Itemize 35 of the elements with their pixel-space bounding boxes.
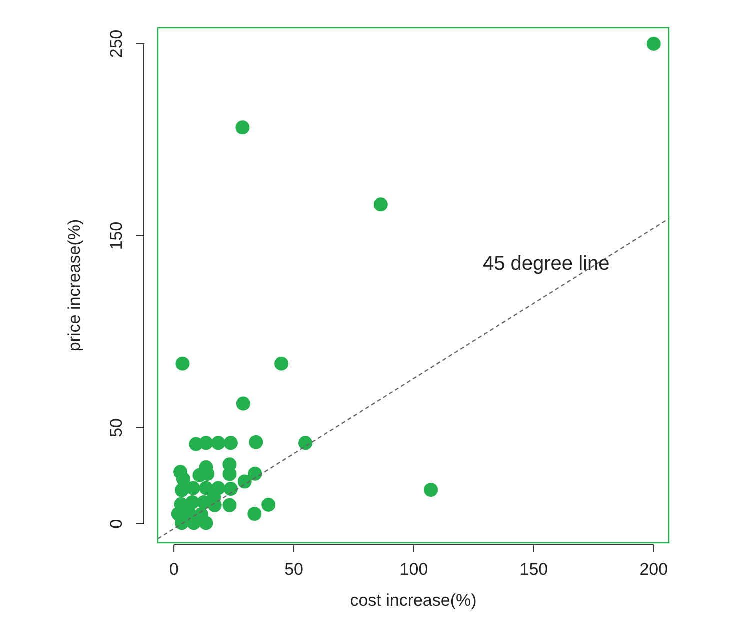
y-axis-title: price increase(%) [65,219,84,352]
point [248,507,262,522]
point [174,483,189,498]
x-axis-title: cost increase(%) [350,591,477,610]
point [176,356,190,371]
point [374,198,388,212]
point [236,120,250,135]
point [199,436,214,450]
y-tick-label: 0 [107,519,126,529]
point [248,466,262,481]
y-tick-label: 50 [107,418,126,438]
point [298,436,313,450]
point [424,483,438,497]
point [646,36,661,51]
point [186,481,200,496]
point [222,498,237,512]
point [262,498,276,512]
x-tick-label: 100 [400,560,428,579]
point [211,436,226,450]
point [274,356,289,371]
point [192,468,207,482]
annotation: 45 degree line [482,253,610,276]
x-tick-label: 0 [169,560,179,579]
y-tick-label: 250 [107,30,126,58]
point [236,396,250,411]
x-tick-label: 200 [640,560,668,579]
x-tick-label: 150 [520,560,548,579]
y-tick-label: 150 [107,222,126,250]
point [224,482,238,496]
point [224,436,238,450]
x-tick-label: 50 [284,560,304,579]
point [238,474,252,489]
point [222,467,237,482]
point [249,435,264,450]
point [194,508,208,522]
